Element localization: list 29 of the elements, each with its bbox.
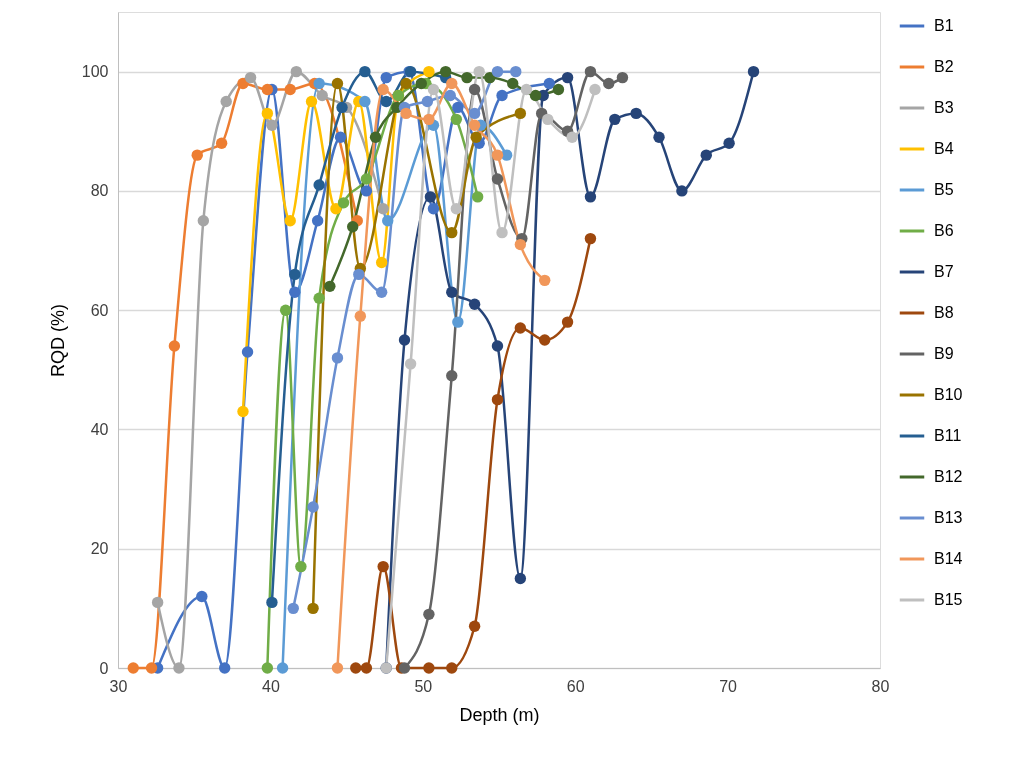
legend-label: B2	[934, 58, 954, 75]
legend-label: B1	[934, 17, 954, 34]
x-tick-label: 30	[109, 677, 128, 695]
legend-label: B6	[934, 222, 954, 239]
y-tick-label: 20	[90, 540, 109, 558]
legend-label: B15	[934, 591, 963, 608]
y-tick-label: 40	[90, 420, 109, 438]
x-tick-label: 50	[414, 677, 433, 695]
y-tick-label: 100	[81, 63, 109, 81]
legend-label: B11	[934, 427, 962, 444]
legend-label: B14	[934, 550, 963, 567]
legend-label: B8	[934, 304, 954, 321]
legend-label: B12	[934, 468, 963, 485]
legend-label: B3	[934, 99, 954, 116]
y-tick-label: 60	[90, 301, 109, 319]
x-tick-label: 40	[262, 677, 280, 695]
legend-label: B9	[934, 345, 954, 362]
x-tick-label: 70	[719, 677, 738, 695]
x-axis-title: Depth (m)	[459, 704, 540, 725]
legend-label: B7	[934, 263, 954, 280]
x-tick-label: 60	[566, 677, 585, 695]
legend-label: B4	[934, 140, 954, 157]
x-tick-label: 80	[871, 677, 890, 695]
y-tick-label: 80	[90, 182, 109, 200]
y-axis-title: RQD (%)	[47, 304, 68, 377]
legend-label: B10	[934, 386, 963, 403]
y-tick-label: 0	[99, 659, 109, 677]
legend-label: B5	[934, 181, 954, 198]
legend-label: B13	[934, 509, 963, 526]
